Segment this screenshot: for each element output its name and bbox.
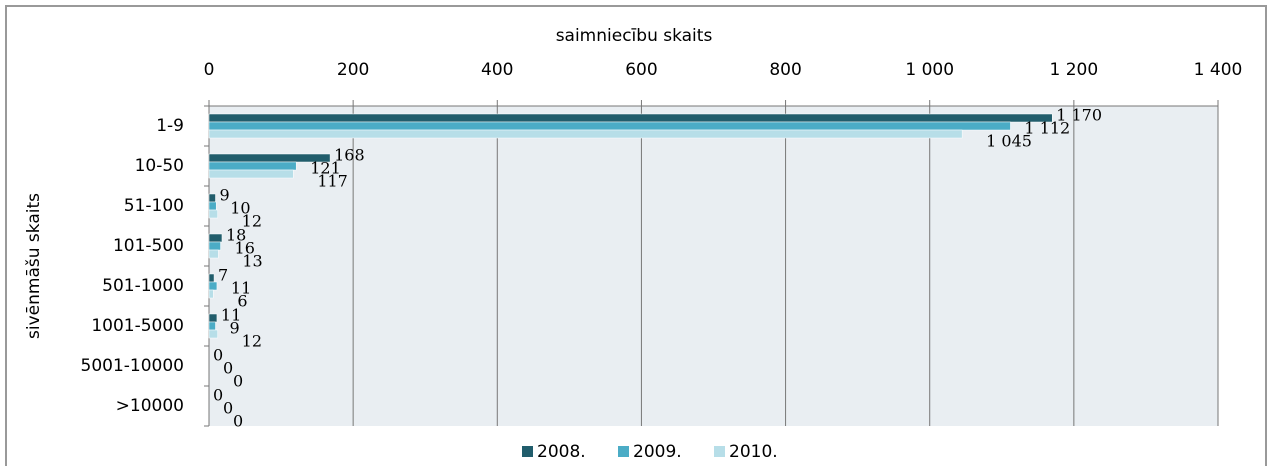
data-label: 12	[242, 212, 262, 231]
bar	[208, 241, 221, 251]
data-label: 18	[226, 226, 246, 245]
data-label: 168	[334, 146, 365, 165]
data-label: 13	[242, 252, 262, 271]
bar	[208, 249, 219, 259]
x-tick-label: 800	[769, 60, 801, 80]
data-label: 1 112	[1024, 119, 1070, 138]
bar	[208, 281, 218, 291]
data-label: 0	[213, 386, 223, 405]
x-tick-label: 0	[204, 60, 215, 80]
x-tick-label: 600	[625, 60, 657, 80]
data-label: 7	[218, 266, 228, 285]
legend-label: 2009.	[633, 442, 682, 462]
data-label: 6	[237, 292, 247, 311]
legend-swatch	[714, 446, 725, 457]
bar	[208, 129, 963, 139]
y-tick-label: 101-500	[113, 236, 184, 256]
data-label: 9	[229, 319, 239, 338]
data-label: 1 170	[1056, 106, 1102, 125]
legend-label: 2008.	[537, 442, 586, 462]
bar	[208, 121, 1011, 131]
plot-area	[209, 106, 1218, 426]
bar	[208, 161, 297, 171]
x-tick-label: 1 400	[1194, 60, 1243, 80]
bar	[208, 329, 218, 339]
y-tick-label: 51-100	[124, 196, 184, 216]
y-tick-label: 5001-10000	[81, 356, 184, 376]
bar	[208, 233, 223, 243]
data-label: 16	[235, 239, 255, 258]
x-axis-title: saimniecību skaits	[556, 26, 713, 46]
legend-swatch	[618, 446, 629, 457]
y-tick-label: 1001-5000	[91, 316, 184, 336]
x-tick-label: 1 200	[1050, 60, 1099, 80]
bar	[208, 273, 215, 283]
data-label: 11	[221, 306, 241, 325]
bar	[208, 321, 216, 331]
data-label: 10	[230, 199, 250, 218]
data-label: 9	[219, 186, 229, 205]
bar	[208, 193, 216, 203]
bar	[208, 289, 214, 299]
bar	[208, 201, 217, 211]
x-tick-label: 400	[481, 60, 513, 80]
y-axis-title: sivēnmāšu skaits	[24, 193, 44, 339]
y-tick-label: 10-50	[135, 156, 184, 176]
legend-swatch	[522, 446, 533, 457]
bar	[208, 113, 1053, 123]
bar	[208, 209, 218, 219]
data-label: 0	[223, 399, 233, 418]
legend-label: 2010.	[729, 442, 778, 462]
x-tick-label: 200	[337, 60, 369, 80]
data-label: 0	[233, 372, 243, 391]
data-label: 11	[231, 279, 251, 298]
data-label: 1 045	[986, 132, 1032, 151]
x-tick-label: 1 000	[905, 60, 954, 80]
data-label: 0	[233, 412, 243, 431]
y-tick-label: 501-1000	[102, 276, 184, 296]
data-label: 121	[310, 159, 341, 178]
y-tick-label: >10000	[116, 396, 184, 416]
y-tick-label: 1-9	[156, 116, 184, 136]
data-label: 0	[213, 346, 223, 365]
bar	[208, 169, 294, 179]
data-label: 12	[242, 332, 262, 351]
data-label: 117	[317, 172, 348, 191]
bar	[208, 313, 218, 323]
data-label: 0	[223, 359, 233, 378]
